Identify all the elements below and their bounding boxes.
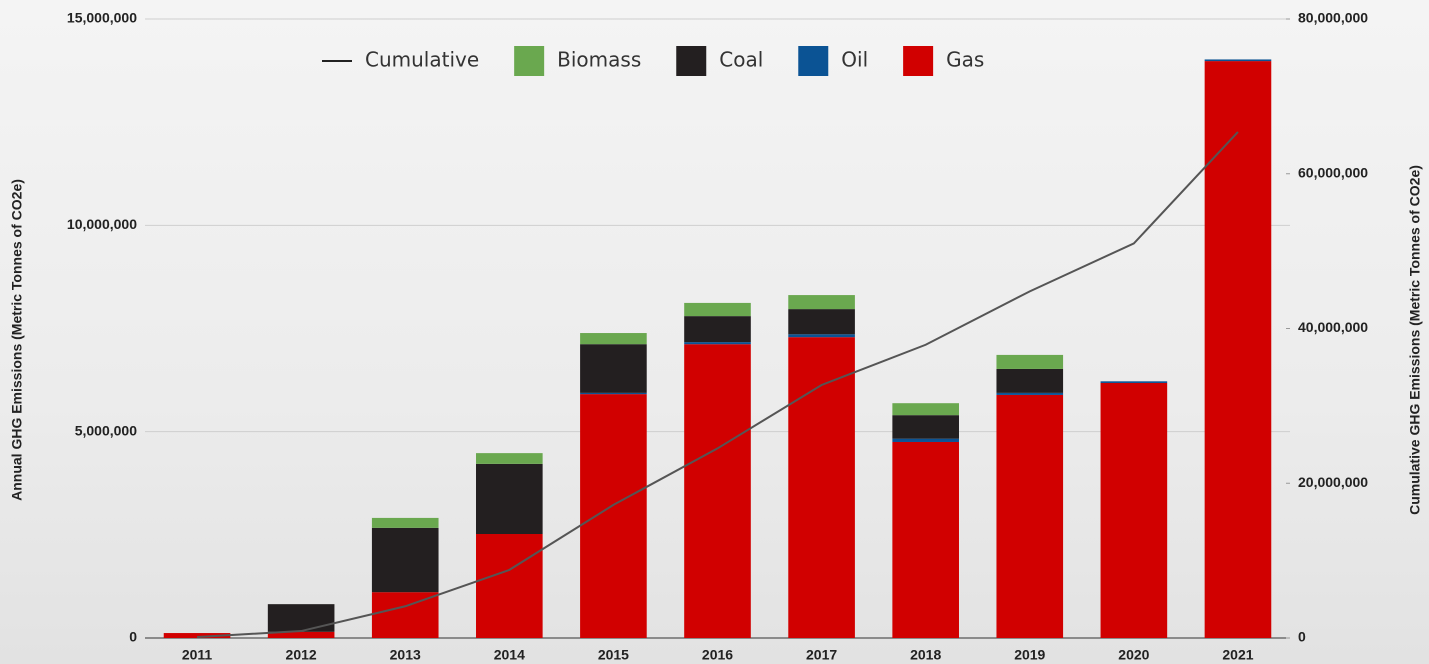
x-tick-label: 2016 xyxy=(702,647,733,663)
bar-segment xyxy=(892,415,959,439)
x-tick-label: 2012 xyxy=(286,647,317,663)
legend-swatch xyxy=(903,46,934,76)
legend-swatch xyxy=(798,46,829,76)
bar-segment xyxy=(371,592,439,638)
bar-segment xyxy=(1204,59,1272,62)
y2-axis-label: Cumulative GHG Emissions (Metric Tonnes … xyxy=(1407,165,1423,515)
bar-segment xyxy=(892,438,959,442)
x-tick-label: 2014 xyxy=(494,647,525,663)
x-tick-label: 2017 xyxy=(806,647,837,663)
x-tick-label: 2015 xyxy=(598,647,629,663)
bar-segment xyxy=(267,604,335,632)
bar-segment xyxy=(476,534,543,638)
bar-segment xyxy=(1100,381,1168,383)
bar-segment xyxy=(684,316,751,343)
bar-segment xyxy=(684,342,751,345)
legend-label: Gas xyxy=(946,48,984,72)
legend-label: Cumulative xyxy=(365,48,479,72)
legend-label: Biomass xyxy=(557,48,641,72)
x-tick-label: 2021 xyxy=(1222,647,1253,663)
bar-segment xyxy=(684,344,751,638)
legend-label: Oil xyxy=(841,48,868,72)
y-tick-label: 0 xyxy=(129,629,137,645)
y2-tick-label: 0 xyxy=(1298,629,1306,645)
x-tick-label: 2013 xyxy=(390,647,421,663)
y2-tick-label: 40,000,000 xyxy=(1298,319,1368,335)
x-tick-label: 2011 xyxy=(182,647,213,663)
bar-segment xyxy=(996,354,1064,369)
bar-segment xyxy=(476,463,543,535)
bar-segment xyxy=(580,394,647,638)
bar-segment xyxy=(371,527,439,593)
bar-segment xyxy=(788,309,855,335)
legend-label: Coal xyxy=(719,48,763,72)
bar-segment xyxy=(580,333,647,345)
bar-segment xyxy=(996,394,1064,638)
bar-segment xyxy=(892,403,959,416)
bar-segment xyxy=(1204,61,1272,639)
bar-segment xyxy=(476,453,543,464)
y2-tick-label: 80,000,000 xyxy=(1298,10,1368,26)
bar-segment xyxy=(1100,382,1168,638)
y-tick-label: 5,000,000 xyxy=(75,422,137,438)
bar-segment xyxy=(371,517,439,528)
x-tick-label: 2020 xyxy=(1118,647,1149,663)
bar-segment xyxy=(580,344,647,393)
bar-segment xyxy=(788,337,855,638)
cumulative-line xyxy=(196,131,1239,638)
x-tick-label: 2018 xyxy=(910,647,941,663)
bar-segment xyxy=(892,441,959,638)
bar-segment xyxy=(788,295,855,310)
y-axis-label: Annual GHG Emissions (Metric Tonnes of C… xyxy=(9,179,25,501)
legend-swatch xyxy=(514,46,545,76)
legend-swatch xyxy=(676,46,707,76)
bar-segment xyxy=(163,633,231,638)
y2-tick-label: 20,000,000 xyxy=(1298,474,1368,490)
bar-segment xyxy=(267,631,335,638)
bar-segment xyxy=(580,392,647,395)
bar-segment xyxy=(996,392,1064,395)
y2-tick-label: 60,000,000 xyxy=(1298,164,1368,180)
x-tick-label: 2019 xyxy=(1014,647,1045,663)
y-tick-label: 15,000,000 xyxy=(67,10,137,26)
bar-segment xyxy=(996,368,1064,393)
bar-segment xyxy=(788,334,855,338)
y-tick-label: 10,000,000 xyxy=(67,216,137,232)
bar-segment xyxy=(684,302,751,317)
